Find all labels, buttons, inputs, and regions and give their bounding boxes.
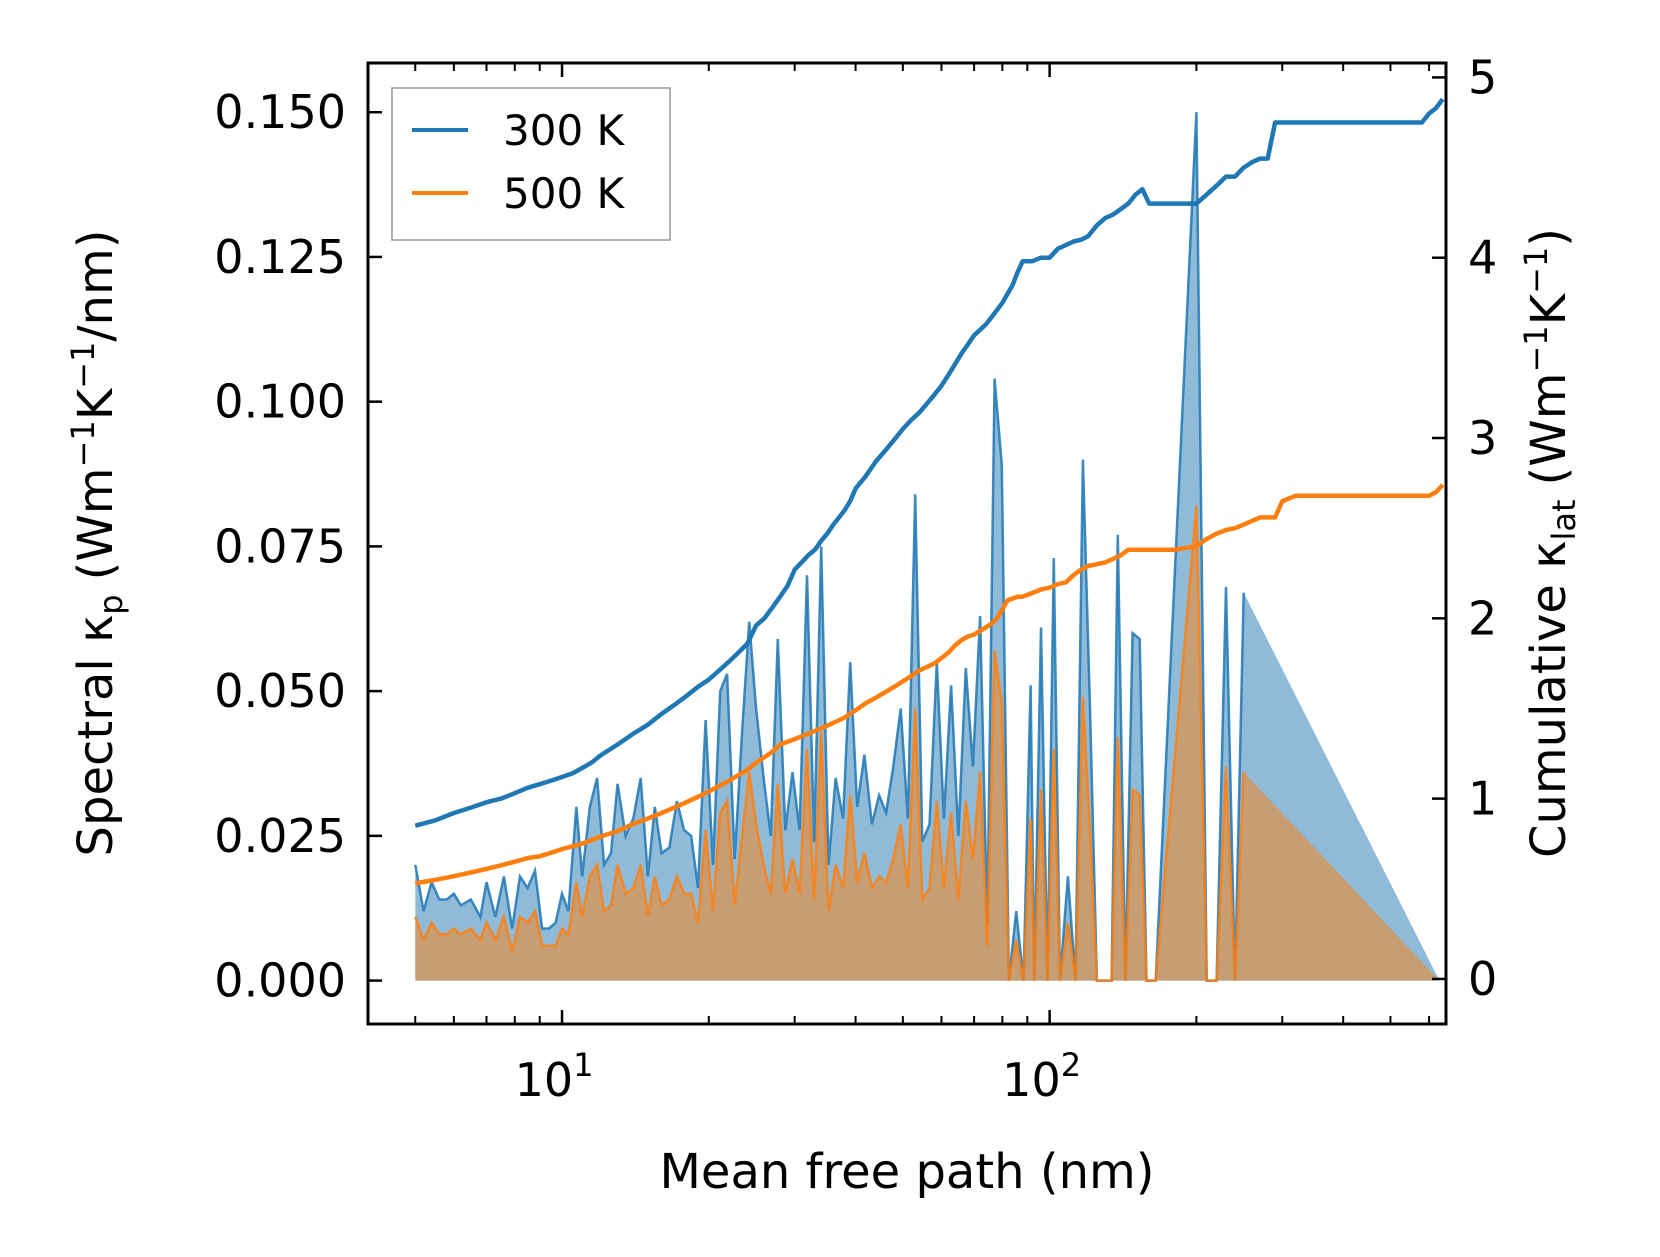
plot-layer — [414, 97, 1445, 982]
y-left-tick-label: 0.100 — [214, 375, 346, 429]
ticks-layer: 0.000 0.025 0.050 0.075 0.100 0.125 0.150 0 1 2 3 4… — [214, 50, 1497, 1107]
y-left-tick-label: 0.150 — [214, 85, 346, 139]
legend: 300 K 500 K — [391, 87, 671, 241]
y-right-label-prefix: Cumulative κ — [1521, 541, 1577, 859]
y-left-tick-label: 0.000 — [214, 954, 346, 1008]
x-tick-label: 101 — [515, 1046, 594, 1107]
y-left-axis-title: Spectral κp(Wm−1K−1/nm) — [64, 230, 130, 857]
y-right-axis-title: Cumulative κlat(Wm−1K−1) — [1517, 228, 1583, 858]
y-left-label-unit: (Wm — [68, 467, 124, 580]
y-right-label-exp1: −1 — [1517, 325, 1555, 372]
y-right-label-unit: (Wm — [1521, 373, 1577, 486]
y-left-tick-label: 0.075 — [214, 519, 346, 573]
y-right-label-exp2: −1 — [1517, 247, 1555, 294]
legend-label-500k: 500 K — [503, 169, 626, 218]
spectral-line-500k — [414, 505, 1245, 982]
y-right-tick-label: 5 — [1468, 50, 1497, 104]
y-left-label-exp2: −1 — [64, 342, 102, 389]
y-left-label-exp1: −1 — [64, 420, 102, 467]
x-tick-label: 102 — [1002, 1046, 1081, 1107]
legend-frame — [391, 87, 671, 241]
cumulative-line-300k — [414, 97, 1445, 828]
y-left-label-sub: p — [92, 594, 130, 614]
y-left-label-k: K — [68, 387, 124, 420]
y-right-label-sub: lat — [1545, 499, 1583, 540]
x-axis-title: Mean free path (nm) — [660, 1144, 1155, 1200]
cumulative-line-500k — [414, 483, 1445, 886]
y-left-label-tail: /nm) — [68, 230, 124, 342]
y-right-tick-label: 3 — [1468, 411, 1497, 465]
y-left-tick-label: 0.025 — [214, 809, 346, 863]
y-right-tick-label: 2 — [1468, 591, 1497, 645]
y-left-label-prefix: Spectral κ — [68, 615, 124, 857]
spectral-area-500k — [415, 505, 1440, 981]
y-right-tick-label: 1 — [1468, 772, 1497, 826]
y-left-tick-label: 0.050 — [214, 664, 346, 718]
plot-frame — [366, 61, 1448, 1026]
legend-label-300k: 300 K — [503, 106, 626, 155]
y-left-tick-label: 0.125 — [214, 230, 346, 284]
y-right-label-tail: ) — [1521, 228, 1577, 247]
y-right-label-k: K — [1521, 292, 1577, 325]
y-right-tick-label: 4 — [1468, 231, 1497, 285]
spectral-line-300k — [414, 112, 1245, 982]
y-right-tick-label: 0 — [1468, 952, 1497, 1006]
